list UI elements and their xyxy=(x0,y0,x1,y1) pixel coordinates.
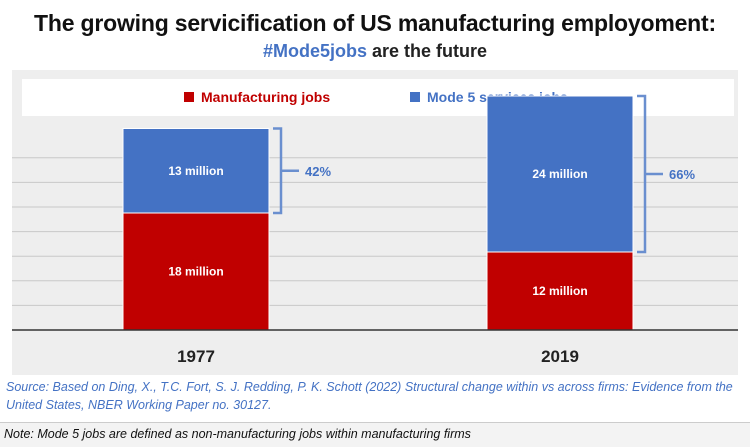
share-annotation: 66% xyxy=(669,167,695,182)
share-bracket xyxy=(273,127,299,215)
bar-segment xyxy=(122,128,270,214)
data-label: 24 million xyxy=(532,167,587,181)
chart-subtitle: #Mode5jobs are the future xyxy=(0,41,750,62)
legend-swatch xyxy=(410,92,420,102)
data-label: 13 million xyxy=(168,164,223,178)
chart-title: The growing servicification of US manufa… xyxy=(34,10,716,36)
footnote: Note: Mode 5 jobs are defined as non-man… xyxy=(0,422,750,447)
share-annotation: 42% xyxy=(305,164,331,179)
x-tick-label: 1977 xyxy=(177,347,215,366)
bar-segment xyxy=(122,212,270,331)
data-label: 12 million xyxy=(532,284,587,298)
bar-segment xyxy=(486,95,634,253)
legend-swatch xyxy=(184,92,194,102)
source-citation: Source: Based on Ding, X., T.C. Fort, S.… xyxy=(6,380,733,412)
subtitle-hashtag: #Mode5jobs xyxy=(262,41,367,61)
share-bracket xyxy=(637,94,663,254)
legend-label: Manufacturing jobs xyxy=(201,89,330,105)
subtitle-text: are the future xyxy=(367,41,488,61)
data-label: 18 million xyxy=(168,265,223,279)
x-tick-label: 2019 xyxy=(541,347,579,366)
